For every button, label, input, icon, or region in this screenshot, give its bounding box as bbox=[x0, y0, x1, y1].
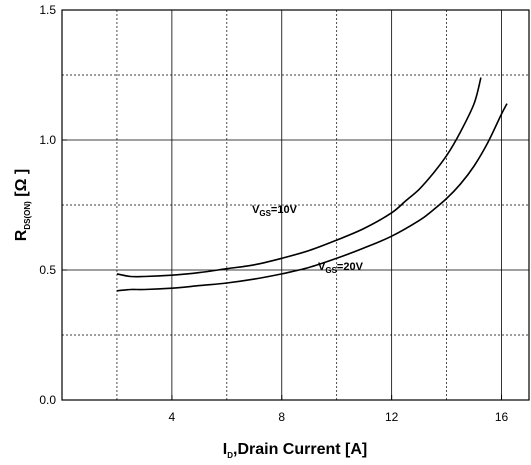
x-tick-label-4: 4 bbox=[169, 410, 176, 424]
x-axis-title: ID,Drain Current [A] bbox=[223, 441, 367, 460]
y-tick-label-0.5: 0.5 bbox=[39, 263, 56, 277]
y-axis-title-main: R bbox=[13, 229, 30, 241]
x-axis-title-sub: D bbox=[227, 451, 233, 460]
axis-ticks bbox=[62, 9, 503, 401]
series-label-vgs-20v: VGS=20V bbox=[318, 261, 364, 275]
plot-frame bbox=[61, 9, 530, 401]
x-tick-label-12: 12 bbox=[385, 410, 399, 424]
y-axis-title-rest: [Ω ] bbox=[13, 169, 30, 201]
y-axis-title-sub: DS(ON) bbox=[23, 201, 32, 230]
series-label-vgs-20v-main: V bbox=[318, 261, 326, 273]
y-tick-label-0: 0.0 bbox=[39, 393, 56, 407]
x-tick-label-8: 8 bbox=[278, 410, 285, 424]
y-tick-label-1: 1.0 bbox=[39, 133, 56, 147]
series-line-vgs-10v bbox=[116, 77, 482, 278]
series-label-vgs-10v-sub: GS bbox=[259, 209, 271, 218]
series-label-vgs-20v-rest: =20V bbox=[337, 261, 364, 273]
y-axis-title: RDS(ON) [Ω ] bbox=[13, 169, 32, 241]
x-axis-title-main: I bbox=[223, 441, 227, 458]
series-label-vgs-10v-rest: =10V bbox=[271, 204, 298, 216]
series-group bbox=[116, 77, 508, 292]
x-axis-title-rest: ,Drain Current [A] bbox=[233, 441, 367, 458]
tick-labels: 4 8 12 16 0.0 0.5 1.0 1.5 bbox=[39, 3, 508, 424]
series-label-vgs-20v-sub: GS bbox=[325, 266, 337, 275]
series-line-vgs-20v bbox=[116, 103, 508, 292]
x-tick-label-16: 16 bbox=[495, 410, 509, 424]
grid-lines bbox=[62, 10, 529, 400]
series-label-vgs-10v: VGS=10V bbox=[252, 204, 298, 218]
series-label-vgs-10v-main: V bbox=[252, 204, 260, 216]
y-tick-label-1.5: 1.5 bbox=[39, 3, 56, 17]
